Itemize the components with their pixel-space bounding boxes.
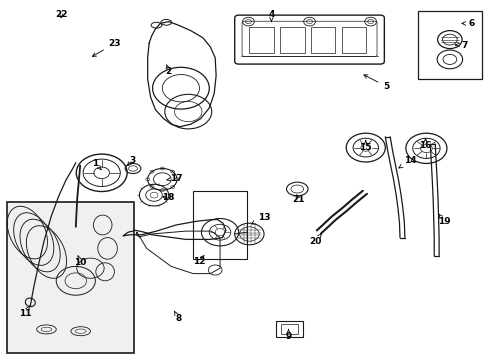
Text: 19: 19: [437, 214, 449, 226]
Text: 16: 16: [418, 139, 431, 150]
Text: 15: 15: [359, 140, 371, 152]
Bar: [280, 27, 304, 53]
Text: 1: 1: [92, 159, 101, 170]
Text: 21: 21: [291, 195, 304, 204]
Text: 20: 20: [308, 234, 321, 246]
Text: 6: 6: [461, 19, 474, 28]
Text: 7: 7: [455, 40, 467, 49]
Bar: [341, 27, 366, 53]
Text: 4: 4: [267, 10, 274, 22]
Bar: [275, 321, 303, 337]
Bar: [249, 27, 273, 53]
Text: 13: 13: [251, 213, 270, 224]
Bar: [310, 27, 335, 53]
Text: 5: 5: [363, 75, 388, 91]
Text: 18: 18: [162, 194, 175, 202]
Bar: [417, 11, 481, 79]
Text: 22: 22: [55, 10, 67, 19]
Text: 14: 14: [398, 156, 416, 168]
Text: 3: 3: [127, 156, 135, 166]
Text: 8: 8: [174, 311, 181, 323]
Text: 9: 9: [285, 329, 291, 341]
Text: 12: 12: [193, 256, 205, 265]
Text: 23: 23: [92, 39, 121, 57]
Text: 17: 17: [166, 174, 182, 183]
Text: 11: 11: [19, 306, 32, 318]
Bar: [193, 191, 246, 259]
Bar: [7, 202, 134, 353]
Text: 10: 10: [74, 256, 87, 267]
Bar: [280, 324, 298, 334]
Text: 2: 2: [165, 65, 171, 77]
